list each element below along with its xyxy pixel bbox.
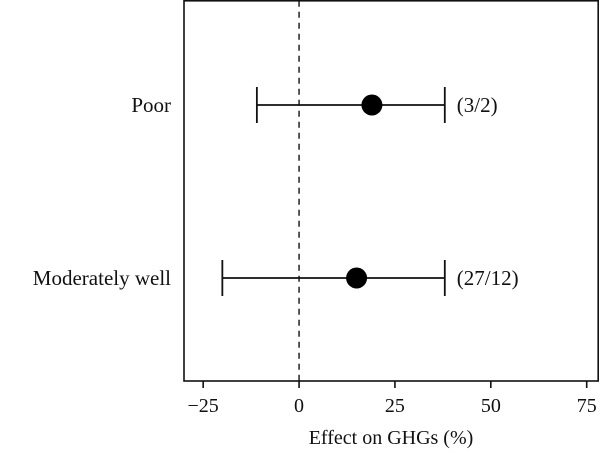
- effect-estimate-point: [346, 267, 368, 289]
- row-label: Poor: [131, 93, 171, 117]
- x-tick-label: 75: [577, 395, 597, 417]
- x-tick-label: 50: [481, 395, 501, 417]
- forest-rows: Poor (3/2) Moderately well (27/12): [33, 87, 519, 296]
- study-count-label: (3/2): [457, 93, 498, 117]
- x-axis-ticks: −25 0 25 50 75: [188, 381, 597, 417]
- x-tick-label: −25: [188, 395, 219, 417]
- x-axis-label: Effect on GHGs (%): [309, 427, 474, 449]
- x-tick-label: 0: [294, 395, 304, 417]
- study-count-label: (27/12): [457, 266, 519, 290]
- effect-estimate-point: [361, 94, 383, 116]
- row-label: Moderately well: [33, 266, 171, 290]
- plot-frame: [183, 0, 600, 382]
- x-tick-label: 25: [385, 395, 405, 417]
